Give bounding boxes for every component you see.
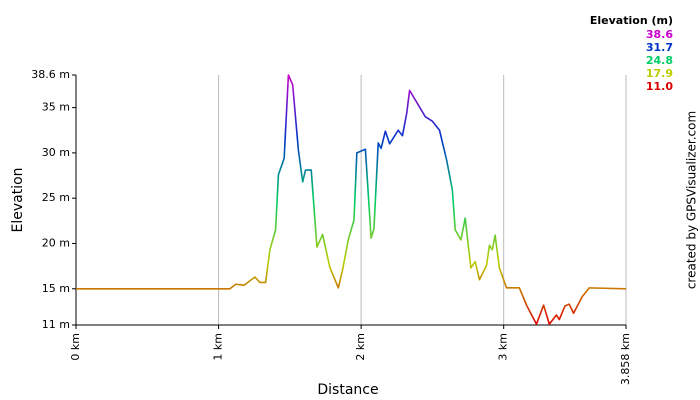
y-tick-label: 15 m xyxy=(42,282,70,295)
credit: created by GPSVisualizer.com xyxy=(685,111,699,289)
x-tick-label: 3.858 km xyxy=(619,333,632,385)
x-tick-label: 1 km xyxy=(212,333,225,361)
y-tick-label: 11 m xyxy=(42,318,70,331)
y-tick-label: 35 m xyxy=(42,101,70,114)
x-axis-title: Distance xyxy=(317,382,378,398)
y-axis-title: Elevation xyxy=(10,167,26,232)
legend-value: 11.0 xyxy=(646,80,673,93)
y-tick-label: 38.6 m xyxy=(31,68,70,81)
x-tick-label: 2 km xyxy=(354,333,367,361)
elevation-line xyxy=(76,74,627,325)
legend-value: 24.8 xyxy=(646,54,673,67)
x-tick-label: 3 km xyxy=(497,333,510,361)
legend-title: Elevation (m) xyxy=(590,14,673,27)
legend-value: 31.7 xyxy=(646,41,673,54)
x-tick-label: 0 km xyxy=(69,333,82,361)
legend-value: 38.6 xyxy=(646,28,673,41)
y-tick-label: 20 m xyxy=(42,236,70,249)
y-tick-label: 30 m xyxy=(42,146,70,159)
y-tick-label: 25 m xyxy=(42,191,70,204)
legend-value: 17.9 xyxy=(646,67,673,80)
